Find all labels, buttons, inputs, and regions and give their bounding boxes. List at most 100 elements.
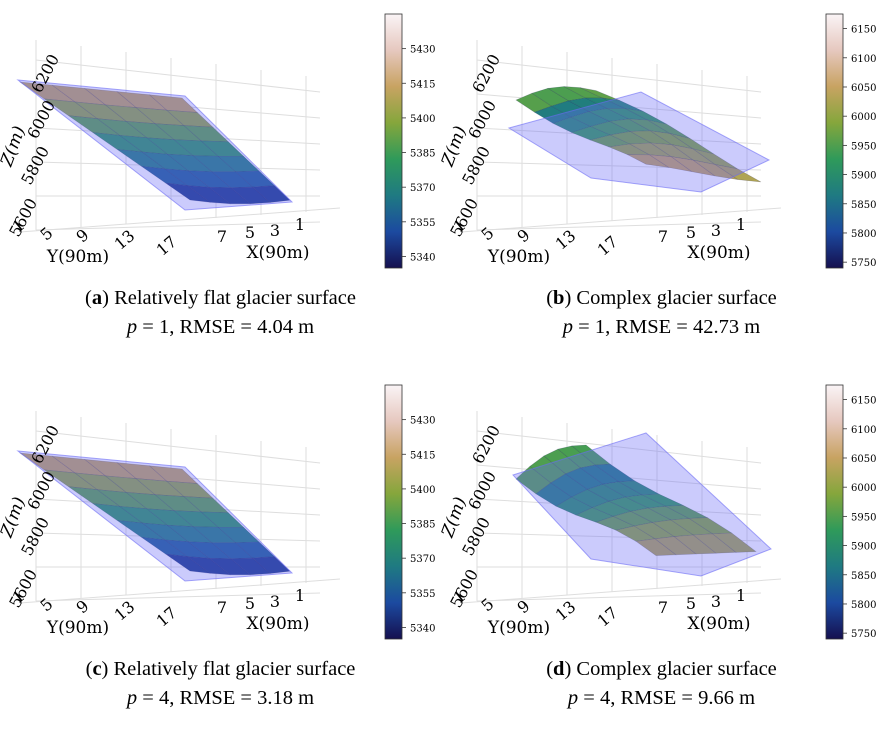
colorbar-tick-label: 5800 <box>851 600 876 611</box>
floor-edge <box>460 578 782 604</box>
reference-surface <box>16 450 294 582</box>
z-tick-label: 6200 <box>468 51 504 96</box>
x-tick-label: 1 <box>295 586 305 605</box>
colorbar: 5340 5355 5370 5385 5400 5415 5430 <box>384 13 435 269</box>
x-tick-label: 7 <box>217 227 227 246</box>
stats-text: = 1, RMSE = 4.04 m <box>137 316 315 338</box>
caption-title: (d) Complex glacier surface <box>546 658 777 680</box>
colorbar-tick-label: 6000 <box>851 112 876 123</box>
colorbar-tick-label: 5430 <box>410 45 435 56</box>
x-tick-label: 1 <box>736 215 746 234</box>
y-tick-label: 13 <box>111 226 139 254</box>
grid-line <box>35 59 321 93</box>
caption-text: Relatively flat glacier surface <box>114 287 356 309</box>
caption-title: (a) Relatively flat glacier surface <box>85 287 356 309</box>
x-tick-label: 1 <box>736 586 746 605</box>
z-tick-label: 6200 <box>468 422 504 467</box>
colorbar-tick-label: 5355 <box>410 589 435 600</box>
floor-edge <box>460 207 782 233</box>
colorbar: 5750 5800 5850 5900 5950 6000 6050 6100 6150 <box>825 384 876 640</box>
caption-stats: p = 4, RMSE = 9.66 m <box>441 684 882 713</box>
colorbar-tick-label: 6150 <box>851 396 876 407</box>
colorbar-tick-label: 5850 <box>851 200 876 211</box>
caption-text: Complex glacier surface <box>576 658 777 680</box>
colorbar-tick-label: 5800 <box>851 229 876 240</box>
y-tick-label: 13 <box>552 226 580 254</box>
colorbar-rect <box>825 384 844 640</box>
y-axis-label: Y(90m) <box>46 247 109 267</box>
grid-line <box>35 430 321 464</box>
y-tick-label: 5 <box>477 594 497 615</box>
x-tick-label: 5 <box>686 223 696 242</box>
chart-panel-c: 5600 5800 6000 6200 Z(m) 1 5 9 13 17 Y(90m) 7 5 3 1 X(9… <box>0 371 441 742</box>
floor-edge <box>19 578 341 604</box>
colorbar-tick-label: 5900 <box>851 542 876 553</box>
surface <box>18 81 291 205</box>
p-symbol: p <box>567 687 579 709</box>
colorbar-tick-label: 6050 <box>851 454 876 465</box>
colorbar-tick-label: 5355 <box>410 218 435 229</box>
grid-line <box>476 430 762 464</box>
y-tick-label: 17 <box>153 232 181 260</box>
y-tick-label: 5 <box>36 223 56 244</box>
colorbar-tick-label: 5415 <box>410 450 435 461</box>
x-tick-label: 7 <box>217 598 227 617</box>
colorbar-tick-label: 6100 <box>851 54 876 65</box>
z-tick-label: 6000 <box>464 468 500 513</box>
reference-surface <box>16 79 294 211</box>
colorbar: 5750 5800 5850 5900 5950 6000 6050 6100 6150 <box>825 13 876 269</box>
colorbar-tick-label: 5950 <box>851 141 876 152</box>
p-symbol: p <box>126 316 138 338</box>
y-tick-label: 5 <box>477 223 497 244</box>
caption-stats: p = 1, RMSE = 4.04 m <box>0 313 441 342</box>
p-symbol: p <box>562 316 574 338</box>
colorbar-tick-label: 6150 <box>851 25 876 36</box>
colorbar-rect <box>384 13 403 269</box>
caption-title: (b) Complex glacier surface <box>546 287 777 309</box>
panel-label: d <box>553 658 565 680</box>
chart-panel-b: 5600 5800 6000 6200 Z(m) 1 5 9 13 17 Y(90m) 7 5 3 1 X(9… <box>441 0 882 371</box>
x-tick-label: 5 <box>245 223 255 242</box>
grid-line <box>476 592 762 602</box>
colorbar-tick-label: 5950 <box>851 512 876 523</box>
reference-surface <box>512 432 772 577</box>
x-tick-label: 7 <box>658 598 668 617</box>
surface <box>515 444 757 556</box>
colorbar-tick-label: 6100 <box>851 425 876 436</box>
x-tick-label: 3 <box>270 221 280 240</box>
z-tick-label: 6000 <box>23 468 59 513</box>
x-axis-label: X(90m) <box>687 614 750 634</box>
colorbar-tick-label: 5750 <box>851 258 876 269</box>
colorbar-tick-label: 6000 <box>851 483 876 494</box>
caption-title: (c) Relatively flat glacier surface <box>85 658 356 680</box>
panel-label: a <box>91 287 103 309</box>
grid-line <box>35 592 321 602</box>
stats-text: = 4, RMSE = 3.18 m <box>137 687 315 709</box>
x-axis-label: X(90m) <box>246 614 309 634</box>
y-tick-label: 17 <box>594 603 622 631</box>
caption-text: Complex glacier surface <box>576 287 777 309</box>
caption-stats: p = 1, RMSE = 42.73 m <box>441 313 882 342</box>
x-tick-label: 3 <box>711 592 721 611</box>
x-axis-label: X(90m) <box>687 243 750 263</box>
colorbar-tick-label: 5370 <box>410 554 435 565</box>
colorbar-rect <box>825 13 844 269</box>
colorbar-tick-label: 6050 <box>851 83 876 94</box>
panel-label: b <box>553 287 565 309</box>
grid-line <box>35 221 321 231</box>
surface-facet <box>715 164 762 183</box>
y-tick-label: 5 <box>36 594 56 615</box>
y-tick-label: 17 <box>153 603 181 631</box>
y-tick-label: 13 <box>111 597 139 625</box>
colorbar-tick-label: 5340 <box>410 623 435 634</box>
grid-line <box>476 59 762 93</box>
